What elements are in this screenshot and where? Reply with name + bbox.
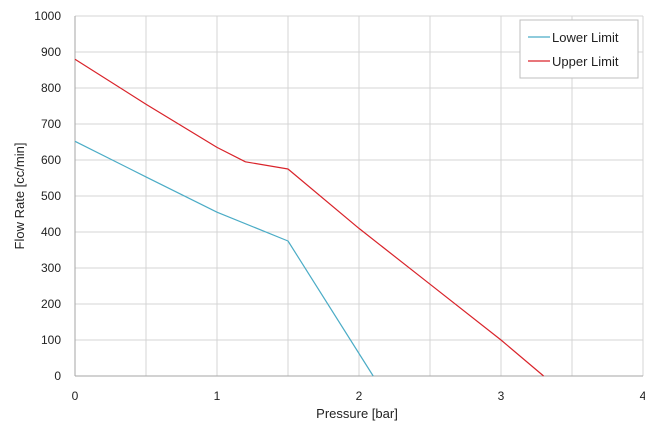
legend: Lower Limit Upper Limit	[519, 19, 639, 79]
y-tick-label: 0	[54, 369, 61, 383]
y-tick-label: 100	[41, 333, 61, 347]
x-tick-label: 3	[498, 389, 505, 403]
y-tick-label: 200	[41, 297, 61, 311]
y-tick-label: 400	[41, 225, 61, 239]
legend-label: Lower Limit	[552, 30, 619, 45]
legend-label: Upper Limit	[552, 54, 619, 69]
y-axis-ticks: 0 100 200 300 400 500 600 700 800 900 1000	[34, 9, 61, 383]
x-tick-label: 0	[72, 389, 79, 403]
y-tick-label: 300	[41, 261, 61, 275]
y-tick-label: 1000	[34, 9, 61, 23]
y-tick-label: 700	[41, 117, 61, 131]
series-line-upper-limit	[74, 58, 544, 377]
series-line-lower-limit	[74, 140, 374, 377]
y-axis-title: Flow Rate [cc/min]	[12, 143, 27, 250]
x-tick-label: 4	[640, 389, 645, 403]
y-tick-label: 600	[41, 153, 61, 167]
x-tick-label: 1	[214, 389, 221, 403]
x-tick-label: 2	[356, 389, 363, 403]
series-layer	[74, 58, 544, 377]
legend-box	[519, 19, 639, 79]
y-tick-label: 800	[41, 81, 61, 95]
x-axis-title: Pressure [bar]	[316, 406, 398, 421]
y-tick-label: 500	[41, 189, 61, 203]
plot-frame	[74, 16, 643, 377]
x-axis-ticks: 0 1 2 3 4	[72, 389, 645, 403]
y-tick-label: 900	[41, 45, 61, 59]
